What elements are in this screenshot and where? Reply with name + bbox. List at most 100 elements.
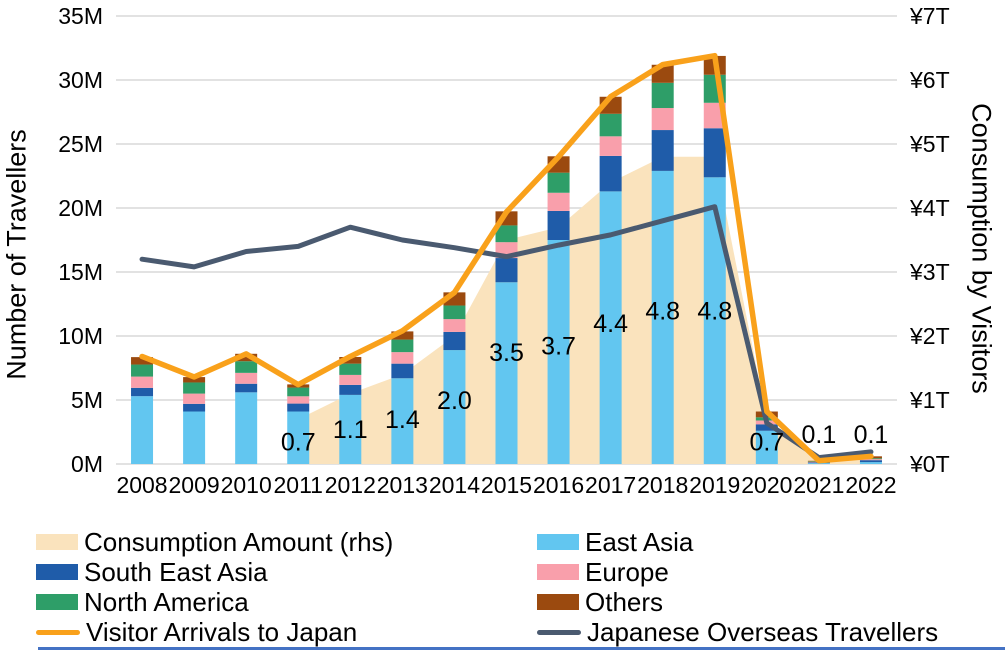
bar-segment-north-america-2012 (339, 363, 362, 375)
bar-segment-north-america-2014 (443, 305, 466, 320)
area-consumption-amount (298, 156, 871, 465)
bar-segment-europe-2012 (339, 374, 362, 385)
legend-item-japanese-overseas-travellers: Japanese Overseas Travellers (537, 617, 1001, 647)
bar-segment-south-east-asia-2018 (651, 130, 674, 171)
svg-text:0.1: 0.1 (854, 421, 889, 449)
bar-segment-south-east-asia-2013 (391, 363, 414, 379)
bar-segment-east-asia-2019 (703, 177, 726, 464)
svg-text:2.0: 2.0 (437, 387, 472, 415)
chart-legend: Consumption Amount (rhs) East Asia South E… (36, 527, 1001, 647)
svg-text:4.8: 4.8 (697, 297, 732, 325)
legend-label: Japanese Overseas Travellers (587, 617, 939, 647)
svg-text:4.4: 4.4 (593, 310, 628, 338)
svg-text:0.1: 0.1 (802, 421, 837, 449)
svg-text:¥6T: ¥6T (909, 67, 950, 93)
svg-text:2015: 2015 (481, 472, 532, 498)
legend-item-europe: Europe (537, 557, 1001, 587)
bar-segment-south-east-asia-2020 (755, 424, 778, 431)
bar-segment-south-east-asia-2017 (599, 155, 622, 192)
plot-area: 0M 5M 10M 15M 20M 25M 30M 35M ¥0T ¥1T ¥2T ¥3T ¥4T ¥5T… (58, 3, 950, 498)
legend-swatch-consumption-amount-rhs (36, 534, 78, 550)
svg-text:2017: 2017 (585, 472, 636, 498)
bar-segment-south-east-asia-2015 (495, 258, 518, 283)
bar-segment-north-america-2015 (495, 225, 518, 243)
svg-text:¥7T: ¥7T (909, 3, 950, 29)
svg-text:0.7: 0.7 (281, 429, 316, 457)
bar-segment-europe-2010 (235, 372, 258, 384)
svg-text:3.7: 3.7 (541, 333, 576, 361)
svg-text:2016: 2016 (533, 472, 584, 498)
svg-text:2014: 2014 (429, 472, 480, 498)
bar-segment-others-2010 (235, 353, 258, 362)
bar-segment-east-asia-2017 (599, 191, 622, 465)
bar-segment-north-america-2011 (287, 387, 310, 397)
bar-series-europe (131, 102, 882, 463)
bar-segment-east-asia-2009 (183, 411, 206, 464)
bar-segment-north-america-2013 (391, 339, 414, 353)
legend-label: Europe (585, 557, 669, 587)
svg-text:¥4T: ¥4T (909, 195, 950, 221)
bar-segment-east-asia-2016 (547, 240, 570, 464)
bottom-accent-line (38, 647, 1005, 650)
bar-segment-europe-2018 (651, 108, 674, 131)
bar-segment-east-asia-2021 (807, 463, 830, 464)
legend-label: Others (585, 587, 664, 617)
bar-segment-east-asia-2012 (339, 394, 362, 464)
legend-label: North America (84, 587, 249, 617)
bar-segment-europe-2008 (131, 376, 154, 388)
bar-segment-south-east-asia-2022 (859, 460, 882, 463)
bar-segment-north-america-2010 (235, 361, 258, 373)
bar-segment-europe-2009 (183, 393, 206, 404)
bar-segment-north-america-2018 (651, 82, 674, 109)
svg-text:1.1: 1.1 (333, 416, 368, 444)
svg-text:¥3T: ¥3T (909, 259, 950, 285)
svg-text:¥5T: ¥5T (909, 131, 950, 157)
bar-segment-south-east-asia-2009 (183, 403, 206, 412)
bar-segment-europe-2011 (287, 396, 310, 404)
bar-segment-others-2009 (183, 377, 206, 383)
svg-text:25M: 25M (58, 131, 103, 157)
bar-segment-europe-2017 (599, 136, 622, 156)
legend-item-south-east-asia: South East Asia (36, 557, 537, 587)
svg-text:30M: 30M (58, 67, 103, 93)
svg-text:1.4: 1.4 (385, 406, 420, 434)
legend-item-others: Others (537, 587, 1001, 617)
svg-text:2022: 2022 (845, 472, 896, 498)
svg-text:¥0T: ¥0T (909, 451, 950, 477)
legend-label: East Asia (585, 527, 694, 557)
bar-segment-east-asia-2010 (235, 392, 258, 464)
legend-swatch-japanese-overseas-travellers (537, 629, 581, 635)
bar-segment-south-east-asia-2008 (131, 387, 154, 397)
chart-plot-svg: 0M 5M 10M 15M 20M 25M 30M 35M ¥0T ¥1T ¥2T ¥3T ¥4T ¥5T… (58, 3, 950, 498)
line-japanese-overseas-travellers (139, 204, 874, 461)
bar-segment-north-america-2008 (131, 364, 154, 377)
legend-swatch-visitor-arrivals-to-japan (36, 629, 80, 635)
bar-segment-north-america-2017 (599, 113, 622, 137)
svg-text:10M: 10M (58, 323, 103, 349)
svg-text:2010: 2010 (221, 472, 272, 498)
svg-text:2013: 2013 (377, 472, 428, 498)
x-axis-year-labels: 2008 2009 2010 2011 2012 2013 2014 2015 2016 2017… (116, 472, 896, 498)
svg-text:15M: 15M (58, 259, 103, 285)
svg-text:20M: 20M (58, 195, 103, 221)
right-axis-title: Consumption by Visitors (966, 103, 997, 394)
bar-segment-south-east-asia-2016 (547, 210, 570, 240)
legend-swatch-east-asia (537, 534, 579, 550)
bar-segment-others-2013 (391, 331, 414, 340)
bar-segment-others-2012 (339, 356, 362, 364)
legend-item-visitor-arrivals-to-japan: Visitor Arrivals to Japan (36, 617, 537, 647)
svg-text:¥1T: ¥1T (909, 387, 950, 413)
bar-segment-east-asia-2014 (443, 350, 466, 464)
bar-segment-north-america-2016 (547, 172, 570, 193)
bar-segment-south-east-asia-2014 (443, 331, 466, 351)
bar-segment-south-east-asia-2019 (703, 128, 726, 178)
consumption-data-labels: 0.7 1.1 1.4 2.0 3.5 3.7 4.4 4.8 4.8 0.7 0.1 0.1 (281, 297, 888, 456)
legend-item-consumption-amount-rhs: Consumption Amount (rhs) (36, 527, 537, 557)
bar-segment-south-east-asia-2011 (287, 403, 310, 412)
bar-segment-east-asia-2015 (495, 282, 518, 464)
svg-text:¥2T: ¥2T (909, 323, 950, 349)
legend-label: South East Asia (84, 557, 268, 587)
svg-text:5M: 5M (71, 387, 103, 413)
bar-segment-south-east-asia-2012 (339, 384, 362, 395)
